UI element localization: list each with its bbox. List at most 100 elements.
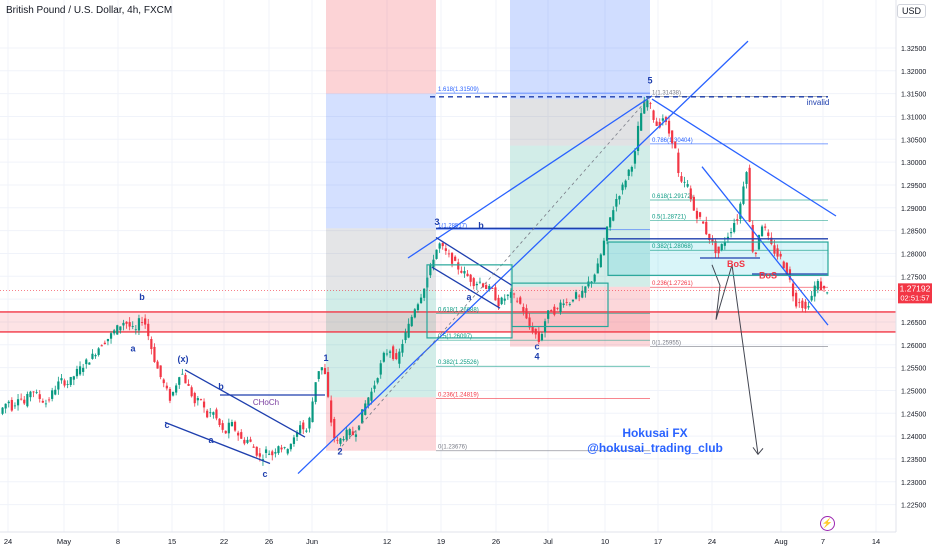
candle-body xyxy=(646,100,649,108)
candle-body xyxy=(584,286,587,293)
candle-body xyxy=(1,407,4,414)
x-tick-label: 8 xyxy=(116,537,120,546)
candle-body xyxy=(813,285,816,297)
candle-body xyxy=(481,283,485,288)
candle-body xyxy=(339,438,342,444)
candle-body xyxy=(804,301,807,309)
fib-label: 0.236(1.24819) xyxy=(438,393,479,399)
candle-body xyxy=(246,439,249,443)
candle-body xyxy=(206,410,209,418)
symbol-title[interactable]: British Pound / U.S. Dollar, 4h, FXCM xyxy=(6,5,173,16)
candle-body xyxy=(748,167,751,222)
trend-line xyxy=(184,369,306,438)
candle-body xyxy=(500,297,503,305)
candle-body xyxy=(553,306,556,315)
candle-body xyxy=(531,327,534,333)
candle-body xyxy=(370,391,373,401)
lightning-icon[interactable]: ⚡ xyxy=(820,516,835,531)
candle-body xyxy=(277,446,280,454)
zone-rect xyxy=(510,286,650,347)
candle-body xyxy=(435,249,438,259)
price-axis[interactable]: 1.22500 1.23000 1.23500 1.24000 1.24500 1.250… xyxy=(895,0,932,550)
candle-body xyxy=(593,274,596,282)
candle-body xyxy=(153,346,156,362)
candle-body xyxy=(20,398,23,400)
candle-body xyxy=(63,380,66,386)
candle-body xyxy=(134,329,137,331)
candle-body xyxy=(252,446,255,448)
x-tick-label: Aug xyxy=(774,537,787,546)
candle-body xyxy=(726,236,730,240)
candle-body xyxy=(274,452,277,454)
candle-body xyxy=(581,290,584,298)
candle-body xyxy=(705,221,708,235)
candle-body xyxy=(779,253,782,257)
candle-body xyxy=(295,432,299,437)
current-price-text: 1.27192 xyxy=(900,283,931,293)
candle-body xyxy=(522,306,525,312)
candle-body xyxy=(187,384,190,386)
candle-body xyxy=(615,199,618,207)
candle-body xyxy=(423,288,426,298)
candle-body xyxy=(686,184,689,187)
candle-body xyxy=(578,295,581,297)
candle-body xyxy=(342,439,345,441)
candle-body xyxy=(488,285,491,290)
candle-body xyxy=(292,437,296,444)
candle-body xyxy=(392,346,395,360)
candle-body xyxy=(760,226,764,237)
wave-label: a xyxy=(130,344,136,354)
candle-body xyxy=(609,217,612,228)
candle-body xyxy=(587,281,590,287)
time-axis[interactable]: 24 May 8 15 22 26 Jun 12 19 26 Jul 10 17 24 Aug 7 14 xyxy=(0,531,932,550)
candle-body xyxy=(75,368,79,377)
fib-label: 0(1.23676) xyxy=(438,445,467,451)
candle-body xyxy=(571,299,575,302)
candle-body xyxy=(460,270,463,273)
candle-body xyxy=(516,300,519,302)
candle-body xyxy=(280,447,283,450)
candle-body xyxy=(326,372,330,397)
candle-body xyxy=(388,351,392,353)
candle-body xyxy=(627,169,630,176)
candle-body xyxy=(140,322,144,323)
candle-body xyxy=(655,121,658,126)
fib-label: 0.618(1.26688) xyxy=(438,307,479,313)
fib-label: 0.382(1.28068) xyxy=(652,244,693,250)
candle-body xyxy=(41,400,44,403)
candle-body xyxy=(826,292,829,294)
candle-body xyxy=(574,292,578,299)
candle-body xyxy=(243,439,246,444)
candle-body xyxy=(181,373,184,375)
candle-body xyxy=(168,388,172,401)
x-tick-label: 26 xyxy=(492,537,500,546)
candle-body xyxy=(286,449,289,454)
current-price-badge xyxy=(898,283,932,304)
candle-body xyxy=(534,328,537,335)
y-tick-label: 1.25500 xyxy=(901,366,926,373)
candle-body xyxy=(667,120,671,134)
trend-line xyxy=(164,421,271,465)
candle-body xyxy=(450,252,454,264)
candle-body xyxy=(85,359,88,365)
candle-body xyxy=(314,382,317,402)
candle-body xyxy=(454,256,457,261)
candle-body xyxy=(373,385,376,389)
projection-arrowhead xyxy=(752,447,764,456)
candle-body xyxy=(739,203,742,219)
candle-body xyxy=(596,263,599,274)
candle-body xyxy=(475,283,478,286)
candle-body xyxy=(283,447,286,449)
candle-body xyxy=(822,285,826,289)
candle-body xyxy=(602,240,606,255)
candle-body xyxy=(633,151,637,164)
y-tick-label: 1.23000 xyxy=(901,480,926,487)
y-tick-label: 1.31000 xyxy=(901,114,926,121)
currency-button[interactable]: USD xyxy=(896,4,926,18)
x-tick-label: May xyxy=(57,537,71,546)
candle-body xyxy=(419,297,423,304)
x-tick-label: 24 xyxy=(4,537,12,546)
y-tick-label: 1.25000 xyxy=(901,388,926,395)
